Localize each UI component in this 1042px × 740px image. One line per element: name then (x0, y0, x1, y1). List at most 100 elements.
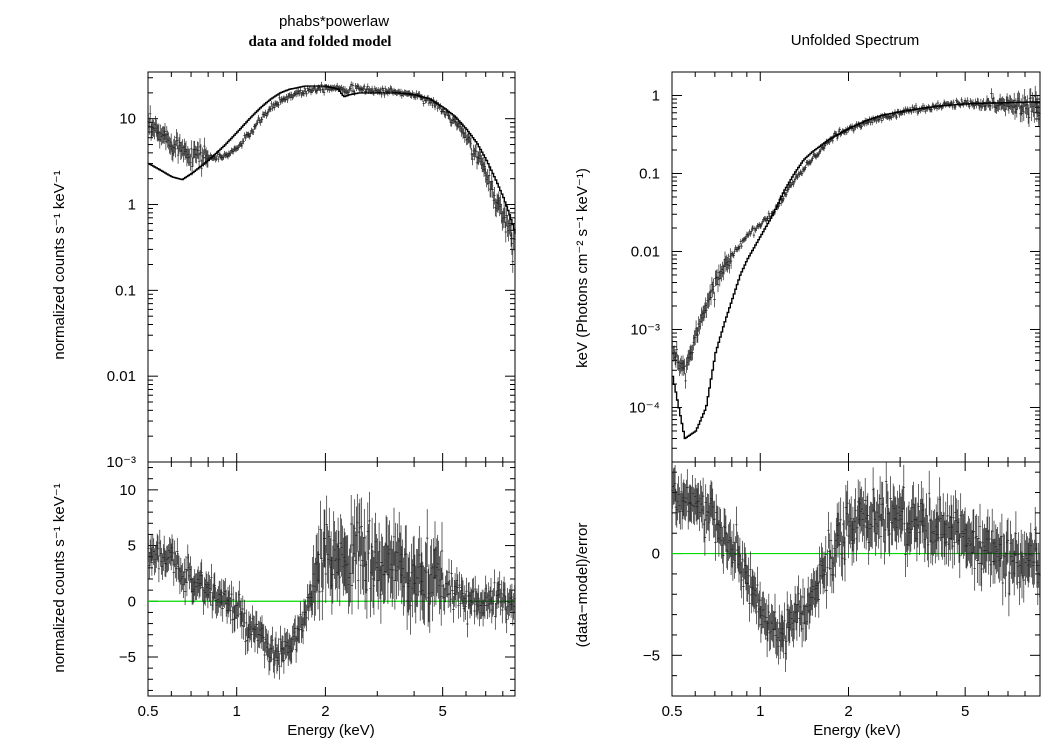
residual-point (461, 580, 465, 608)
data-point (890, 114, 893, 121)
residual-point (817, 581, 820, 618)
data-point (822, 145, 826, 152)
residual-point (231, 606, 234, 634)
residual-point (1001, 560, 1004, 606)
residual-point (230, 580, 233, 608)
residual-point (328, 507, 331, 566)
residual-point (505, 606, 508, 634)
residual-point (741, 540, 744, 578)
data-point (1020, 104, 1024, 123)
residual-point (843, 536, 847, 582)
data-point (750, 228, 753, 235)
data-point (240, 142, 244, 149)
y-tick-label: 1 (128, 197, 136, 214)
residual-point (1021, 533, 1025, 579)
residual-point (263, 641, 266, 669)
residual-point (773, 593, 777, 631)
residual-point (925, 493, 928, 538)
data-point (349, 85, 352, 92)
data-point (366, 83, 369, 90)
x-tick-label: 5 (961, 703, 969, 720)
residual-point (903, 501, 906, 547)
residual-point (503, 582, 507, 610)
residual-point (975, 514, 978, 559)
residual-point (740, 561, 743, 599)
right-xlabel: Energy (keV) (813, 722, 901, 739)
residual-point (157, 555, 161, 583)
residual-point (701, 477, 705, 515)
residual-point (357, 551, 360, 610)
data-point (871, 119, 874, 126)
data-point (696, 327, 699, 343)
residual-point (271, 626, 274, 654)
residual-point (368, 491, 371, 550)
data-point (705, 302, 708, 318)
data-point (277, 102, 280, 108)
data-point (819, 148, 822, 154)
data-point (350, 81, 353, 88)
data-point (1026, 95, 1029, 114)
residual-point (827, 511, 830, 549)
y-tick-label: 0 (128, 593, 136, 610)
data-point (1027, 107, 1031, 127)
data-point (286, 97, 289, 103)
residual-point (510, 583, 514, 611)
data-point (176, 146, 180, 164)
data-point (343, 86, 347, 92)
residual-point (826, 549, 829, 587)
residual-point (250, 621, 253, 648)
residual-point (483, 592, 487, 619)
data-point (804, 164, 807, 171)
residual-point (229, 597, 232, 625)
residual-point (149, 534, 153, 562)
y-tick-label: 1 (652, 87, 660, 104)
data-point (273, 104, 276, 111)
residual-point (500, 580, 503, 608)
residual-point (409, 576, 412, 635)
residual-point (244, 628, 247, 656)
residual-point (927, 522, 930, 568)
residual-point (474, 575, 477, 603)
residual-point (1020, 529, 1023, 575)
residual-point (829, 550, 832, 587)
data-point (217, 156, 220, 163)
residual-point (879, 513, 883, 559)
y-tick-label: 0.1 (639, 165, 660, 182)
data-point (1013, 92, 1016, 109)
residual-point (391, 541, 395, 599)
data-point (674, 352, 678, 368)
data-point (747, 232, 750, 238)
residual-point (279, 625, 282, 653)
data-point (493, 186, 496, 205)
data-point (244, 135, 247, 141)
residual-point (232, 586, 235, 614)
residual-point (183, 578, 187, 605)
residual-point (722, 537, 725, 574)
residual-point (1006, 518, 1010, 563)
data-point (197, 142, 200, 160)
data-point (504, 221, 507, 243)
data-point (683, 358, 686, 375)
data-point (1018, 92, 1021, 110)
data-point (305, 90, 308, 97)
residual-point (349, 544, 352, 603)
residual-point (266, 630, 270, 658)
residual-point (318, 562, 321, 621)
data-point (752, 232, 756, 238)
residual-point (472, 577, 475, 605)
residual-point (477, 584, 480, 612)
residual-point (864, 478, 867, 523)
residual-point (513, 585, 516, 612)
residual-point (878, 476, 882, 521)
residual-point (1038, 552, 1041, 598)
residual-point (365, 560, 369, 619)
residual-point (473, 597, 476, 625)
residual-point (801, 578, 805, 616)
data-point (729, 253, 733, 269)
data-point (796, 174, 799, 180)
residual-point (240, 612, 244, 639)
data-point (431, 102, 434, 109)
data-point (792, 181, 795, 187)
residual-point (498, 571, 501, 599)
data-point (785, 191, 788, 198)
